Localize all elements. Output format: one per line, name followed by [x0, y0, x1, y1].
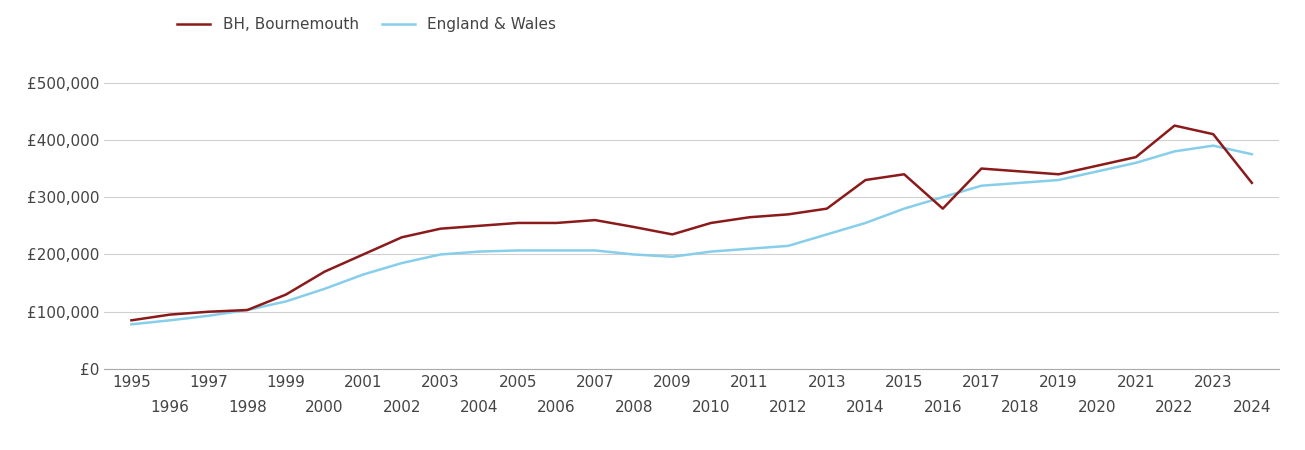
BH, Bournemouth	[703, 220, 719, 225]
England & Wales	[664, 254, 680, 260]
BH, Bournemouth	[240, 307, 256, 313]
BH, Bournemouth	[897, 171, 912, 177]
BH, Bournemouth	[510, 220, 526, 225]
Text: 2024: 2024	[1233, 400, 1271, 414]
BH, Bournemouth	[626, 224, 642, 230]
Legend: BH, Bournemouth, England & Wales: BH, Bournemouth, England & Wales	[171, 11, 562, 38]
Text: 1998: 1998	[228, 400, 266, 414]
England & Wales	[1128, 160, 1143, 166]
Text: 2016: 2016	[924, 400, 962, 414]
BH, Bournemouth	[974, 166, 989, 171]
BH, Bournemouth	[587, 217, 603, 223]
Text: 2004: 2004	[459, 400, 499, 414]
Text: 2014: 2014	[846, 400, 885, 414]
BH, Bournemouth	[124, 318, 140, 323]
BH, Bournemouth	[1206, 131, 1221, 137]
BH, Bournemouth	[1244, 180, 1259, 185]
England & Wales	[820, 232, 835, 237]
BH, Bournemouth	[548, 220, 564, 225]
England & Wales	[433, 252, 449, 257]
Text: 2012: 2012	[769, 400, 808, 414]
Text: 2008: 2008	[615, 400, 652, 414]
Text: 2010: 2010	[692, 400, 731, 414]
BH, Bournemouth	[471, 223, 487, 229]
BH, Bournemouth	[664, 232, 680, 237]
BH, Bournemouth	[201, 309, 217, 315]
Line: England & Wales: England & Wales	[132, 146, 1251, 324]
England & Wales	[587, 248, 603, 253]
England & Wales	[1244, 152, 1259, 157]
England & Wales	[548, 248, 564, 253]
BH, Bournemouth	[1128, 154, 1143, 160]
England & Wales	[703, 249, 719, 254]
Text: 2002: 2002	[382, 400, 422, 414]
BH, Bournemouth	[355, 252, 371, 257]
BH, Bournemouth	[1090, 163, 1105, 168]
England & Wales	[471, 249, 487, 254]
Line: BH, Bournemouth: BH, Bournemouth	[132, 126, 1251, 320]
England & Wales	[1206, 143, 1221, 148]
England & Wales	[857, 220, 873, 225]
BH, Bournemouth	[278, 292, 294, 297]
England & Wales	[741, 246, 757, 252]
Text: 1996: 1996	[150, 400, 189, 414]
BH, Bournemouth	[394, 234, 410, 240]
England & Wales	[278, 299, 294, 304]
England & Wales	[240, 307, 256, 313]
England & Wales	[934, 194, 950, 200]
BH, Bournemouth	[317, 269, 333, 274]
England & Wales	[974, 183, 989, 189]
England & Wales	[780, 243, 796, 248]
BH, Bournemouth	[162, 312, 177, 317]
England & Wales	[897, 206, 912, 211]
England & Wales	[1167, 148, 1182, 154]
England & Wales	[317, 286, 333, 292]
Text: 2022: 2022	[1155, 400, 1194, 414]
Text: 2000: 2000	[305, 400, 345, 414]
BH, Bournemouth	[433, 226, 449, 231]
BH, Bournemouth	[934, 206, 950, 211]
BH, Bournemouth	[1013, 169, 1028, 174]
England & Wales	[394, 261, 410, 266]
BH, Bournemouth	[820, 206, 835, 211]
BH, Bournemouth	[780, 212, 796, 217]
BH, Bournemouth	[741, 215, 757, 220]
England & Wales	[510, 248, 526, 253]
BH, Bournemouth	[857, 177, 873, 183]
England & Wales	[355, 272, 371, 277]
England & Wales	[1051, 177, 1066, 183]
England & Wales	[201, 313, 217, 319]
BH, Bournemouth	[1167, 123, 1182, 128]
England & Wales	[162, 318, 177, 323]
BH, Bournemouth	[1051, 171, 1066, 177]
England & Wales	[124, 322, 140, 327]
Text: 2020: 2020	[1078, 400, 1117, 414]
Text: 2018: 2018	[1001, 400, 1039, 414]
England & Wales	[1013, 180, 1028, 185]
Text: 2006: 2006	[538, 400, 576, 414]
England & Wales	[626, 252, 642, 257]
England & Wales	[1090, 169, 1105, 174]
